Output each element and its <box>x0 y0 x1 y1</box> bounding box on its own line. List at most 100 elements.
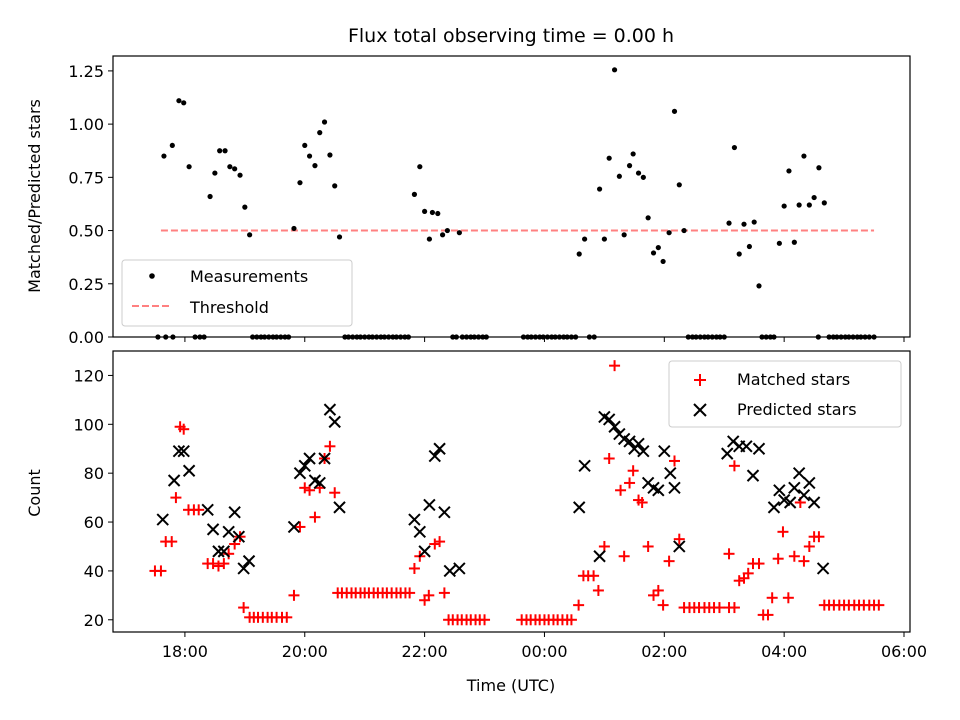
matched-point <box>193 504 205 516</box>
matched-point <box>657 599 669 611</box>
measurement-point <box>676 182 682 188</box>
top-y-tick-label: 1.25 <box>68 62 104 81</box>
legend-matched-marker <box>694 374 706 386</box>
measurement-point <box>660 258 666 265</box>
bottom-ylabel: Count <box>25 469 44 517</box>
matched-point <box>309 511 321 523</box>
measurement-point <box>332 183 338 189</box>
predicted-point <box>318 452 331 465</box>
measurement-point <box>806 202 812 208</box>
measurement-point <box>751 219 757 225</box>
predicted-point <box>632 437 645 451</box>
predicted-point <box>578 459 591 473</box>
measurement-point <box>411 191 418 197</box>
predicted-point <box>212 545 225 558</box>
legend-measurements-label: Measurements <box>190 267 308 286</box>
matched-point <box>288 589 300 601</box>
measurement-point <box>606 155 612 161</box>
bottom-x-tick-label: 02:00 <box>641 642 687 661</box>
predicted-point <box>242 554 256 568</box>
measurement-point <box>786 168 792 174</box>
measurement-point <box>746 243 753 250</box>
measurement-point <box>621 232 627 238</box>
measurement-point <box>439 232 446 238</box>
top-y-tick-label: 0.25 <box>68 275 104 294</box>
measurement-point <box>312 163 318 169</box>
predicted-point <box>602 413 616 426</box>
measurement-point <box>681 227 687 234</box>
matched-point <box>166 536 178 548</box>
bottom-axes: 18:00 20:00 22:00 00:00 02:00 04:00 06:00 20 40 6… <box>25 350 927 695</box>
matched-point <box>565 614 577 626</box>
matched-point <box>728 602 740 614</box>
predicted-point <box>303 452 316 465</box>
predicted-point <box>293 466 307 480</box>
predicted-point <box>658 444 671 458</box>
measurement-point <box>417 164 423 170</box>
bottom-y-tick-label: 40 <box>84 562 104 581</box>
predicted-point <box>418 545 431 558</box>
measurement-point <box>456 230 462 236</box>
top-y-tick-label: 0.00 <box>68 328 104 347</box>
measurement-point <box>741 221 747 227</box>
measurement-point <box>422 208 428 215</box>
predicted-point <box>453 562 466 575</box>
matched-point <box>728 460 740 472</box>
matched-point <box>762 609 774 621</box>
bottom-x-tick-label: 00:00 <box>521 642 567 661</box>
measurement-point <box>781 203 787 209</box>
measurement-point <box>217 148 223 154</box>
measurement-point <box>796 202 802 208</box>
measurement-point <box>207 193 213 200</box>
measurement-point <box>306 153 313 159</box>
measurement-point <box>435 210 441 217</box>
measurement-point <box>317 130 323 136</box>
top-legend: Measurements Threshold <box>121 259 353 327</box>
predicted-point <box>298 459 311 473</box>
matched-point <box>429 538 441 550</box>
matched-point <box>324 440 336 452</box>
measurement-point <box>232 166 238 172</box>
measurement-point <box>791 239 797 245</box>
legend-predicted-marker <box>693 403 707 417</box>
measurement-point <box>821 200 827 206</box>
predicted-point <box>433 442 446 455</box>
bottom-axes-frame <box>112 350 911 633</box>
predicted-point <box>797 488 811 502</box>
matched-point <box>408 562 420 574</box>
predicted-point <box>608 420 621 433</box>
predicted-point <box>792 466 806 480</box>
predicted-point <box>783 496 797 509</box>
matched-point <box>212 560 224 572</box>
measurement-point <box>596 186 603 192</box>
matched-point <box>733 575 745 587</box>
matched-point <box>673 533 685 545</box>
bottom-x-tick-label: 22:00 <box>402 642 448 661</box>
matched-point <box>238 602 250 614</box>
matched-point <box>299 482 311 494</box>
bottom-xlabel: Time (UTC) <box>466 676 555 695</box>
matched-point <box>788 550 800 562</box>
measurement-point <box>726 220 732 226</box>
predicted-point <box>413 525 427 539</box>
predicted-point <box>773 484 786 497</box>
predicted-point <box>323 403 337 416</box>
matched-point <box>281 611 293 623</box>
predicted-point <box>623 435 636 448</box>
predicted-point <box>652 484 665 497</box>
predicted-point <box>287 520 301 534</box>
matched-point <box>642 540 654 552</box>
measurement-point <box>645 215 651 221</box>
matched-point <box>573 599 585 611</box>
matched-point <box>648 589 660 601</box>
predicted-point <box>746 469 760 482</box>
matched-point <box>813 531 825 543</box>
matched-point <box>636 496 648 508</box>
measurement-point <box>736 251 742 257</box>
predicted-point <box>206 523 220 536</box>
predicted-point <box>428 449 442 463</box>
matched-point <box>304 484 316 496</box>
top-ylabel: Matched/Predicted stars <box>25 99 44 293</box>
measurement-point <box>161 153 167 159</box>
